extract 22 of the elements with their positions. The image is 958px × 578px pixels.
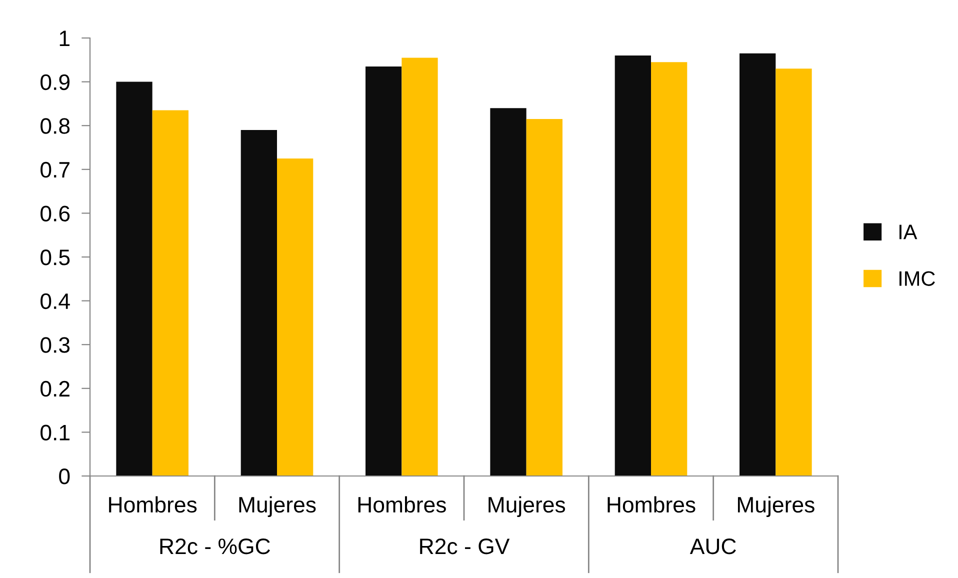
y-tick-label: 0.3 xyxy=(40,337,70,353)
text: R2c - %GC xyxy=(160,538,270,554)
y-tick-label: 0.7 xyxy=(40,162,70,178)
y-tick-label: 0.6 xyxy=(40,206,70,222)
x-tick-label: Mujeres xyxy=(239,496,316,518)
y-tick-label: 0.4 xyxy=(40,293,70,310)
text: R2c - GV xyxy=(420,538,510,554)
y-tick-label: 0.5 xyxy=(40,250,70,266)
legend-label: IA xyxy=(899,224,918,240)
x-tick-label: Hombres xyxy=(109,496,197,513)
x-tick-label: Hombres xyxy=(358,496,446,513)
x-tick-label: Hombres xyxy=(608,496,696,513)
text: AUC xyxy=(690,538,736,554)
legend-label: IMC xyxy=(899,271,935,286)
y-tick-label: 0.9 xyxy=(40,74,70,90)
y-tick-label: 0.2 xyxy=(40,380,70,397)
x-tick-label: Mujeres xyxy=(488,496,566,518)
y-tick-label: 1 xyxy=(60,30,70,46)
y-tick-label: 0 xyxy=(59,468,70,484)
y-tick-label: 0.8 xyxy=(40,118,70,134)
x-tick-label: Mujeres xyxy=(738,496,814,518)
y-tick-label: 0.1 xyxy=(40,424,70,440)
